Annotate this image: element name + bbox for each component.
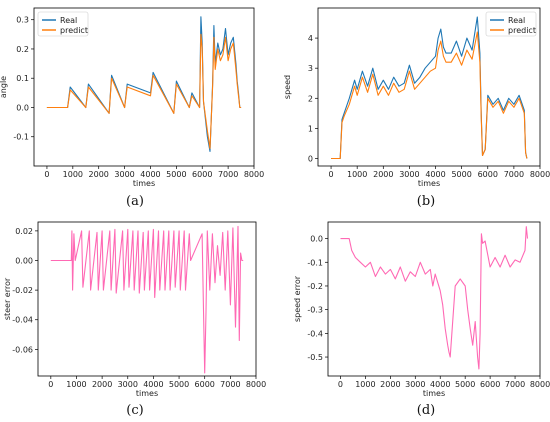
- x-tick-label: 3000: [118, 380, 138, 389]
- plot-frame: [327, 221, 541, 377]
- x-axis-label: times: [136, 389, 158, 398]
- series-line-real: [331, 16, 528, 160]
- x-tick-label: 4000: [143, 380, 163, 389]
- y-tick-label: 0: [308, 154, 313, 163]
- x-tick-label: 8000: [530, 380, 550, 389]
- y-tick-label: -0.3: [307, 306, 323, 315]
- x-tick-label: 3000: [399, 170, 419, 179]
- x-tick-label: 4000: [430, 380, 450, 389]
- legend-label: Real: [508, 16, 525, 25]
- y-tick-label: 0.0: [310, 235, 323, 244]
- x-tick-label: 6000: [192, 170, 212, 179]
- x-tick-label: 5000: [169, 380, 189, 389]
- y-tick-label: 0.3: [16, 16, 29, 25]
- x-axis-label: times: [423, 389, 445, 398]
- y-tick-label: 1: [308, 124, 313, 133]
- x-tick-label: 7000: [218, 170, 238, 179]
- x-tick-label: 8000: [530, 170, 550, 179]
- series-line-error: [340, 226, 529, 370]
- y-tick-label: -0.04: [12, 316, 33, 325]
- x-tick-label: 1000: [355, 380, 375, 389]
- x-tick-label: 2000: [89, 170, 109, 179]
- legend-label: predict: [508, 26, 536, 35]
- y-tick-label: 0.0: [16, 103, 29, 112]
- x-tick-label: 5000: [451, 170, 471, 179]
- series-line-error: [50, 225, 244, 374]
- x-tick-label: 8000: [246, 380, 266, 389]
- y-tick-label: 2: [308, 94, 313, 103]
- y-tick-label: 0.1: [16, 74, 29, 83]
- y-tick-label: -0.2: [307, 282, 323, 291]
- x-tick-label: 3000: [405, 380, 425, 389]
- plot-frame: [37, 221, 257, 377]
- x-tick-label: 7000: [504, 170, 524, 179]
- y-tick-label: -0.5: [307, 353, 323, 362]
- y-tick-label: 0.02: [15, 227, 33, 236]
- chart-panel-4: 0 1000 2000 3000 4000 5000 6000 7000 8000 0.0 -0.1…: [293, 221, 550, 418]
- x-tick-label: 0: [44, 170, 49, 179]
- series-line-predict: [46, 33, 242, 149]
- x-tick-label: 0: [48, 380, 53, 389]
- x-tick-label: 2000: [373, 170, 393, 179]
- series-line-real: [46, 16, 242, 152]
- x-tick-label: 1000: [63, 170, 83, 179]
- series-line-predict: [331, 31, 528, 160]
- subfigure-caption: (c): [126, 403, 143, 418]
- y-tick-label: 0.00: [15, 257, 33, 266]
- x-tick-label: 8000: [244, 170, 264, 179]
- plot-frame: [317, 7, 541, 167]
- x-axis-label: times: [133, 179, 155, 188]
- subfigure-caption: (a): [126, 194, 144, 209]
- y-axis-label: speed error: [293, 275, 302, 322]
- y-axis-label: speed: [283, 75, 292, 99]
- y-tick-label: -0.1: [13, 133, 29, 142]
- y-tick-label: -0.4: [307, 329, 323, 338]
- chart-panel-3: 0 1000 2000 3000 4000 5000 6000 7000 8000 0.02 0.0…: [3, 221, 266, 418]
- x-tick-label: 6000: [195, 380, 215, 389]
- y-tick-label: -0.1: [307, 258, 323, 267]
- y-axis-label: steer error: [3, 277, 12, 320]
- x-tick-label: 7000: [220, 380, 240, 389]
- x-tick-label: 5000: [455, 380, 475, 389]
- chart-panel-2: 0 1000 2000 3000 4000 5000 6000 7000 8000 0 1 2 3 4 ti…: [283, 7, 550, 209]
- x-tick-label: 4000: [140, 170, 160, 179]
- x-tick-label: 2000: [380, 380, 400, 389]
- y-tick-label: -0.02: [12, 286, 33, 295]
- y-axis-label: angle: [0, 76, 8, 98]
- x-tick-label: 1000: [347, 170, 367, 179]
- subfigure-caption: (b): [417, 194, 435, 209]
- x-tick-label: 6000: [480, 380, 500, 389]
- x-tick-label: 4000: [425, 170, 445, 179]
- y-tick-label: 4: [308, 34, 313, 43]
- x-tick-label: 6000: [478, 170, 498, 179]
- y-tick-label: -0.06: [12, 345, 33, 354]
- x-tick-label: 3000: [114, 170, 134, 179]
- x-tick-label: 5000: [166, 170, 186, 179]
- y-tick-label: 3: [308, 64, 313, 73]
- x-tick-label: 0: [329, 170, 334, 179]
- y-tick-label: 0.2: [16, 45, 29, 54]
- x-tick-label: 7000: [505, 380, 525, 389]
- x-tick-label: 1000: [66, 380, 86, 389]
- legend-label: Real: [60, 16, 77, 25]
- x-axis-label: times: [418, 179, 440, 188]
- chart-panel-1: 0 1000 2000 3000 4000 5000 6000 7000 8000 -0.1 0.0…: [0, 7, 264, 209]
- x-tick-label: 0: [338, 380, 343, 389]
- plot-frame: [33, 7, 255, 167]
- legend-label: predict: [60, 26, 88, 35]
- x-tick-label: 2000: [92, 380, 112, 389]
- subfigure-caption: (d): [417, 403, 435, 418]
